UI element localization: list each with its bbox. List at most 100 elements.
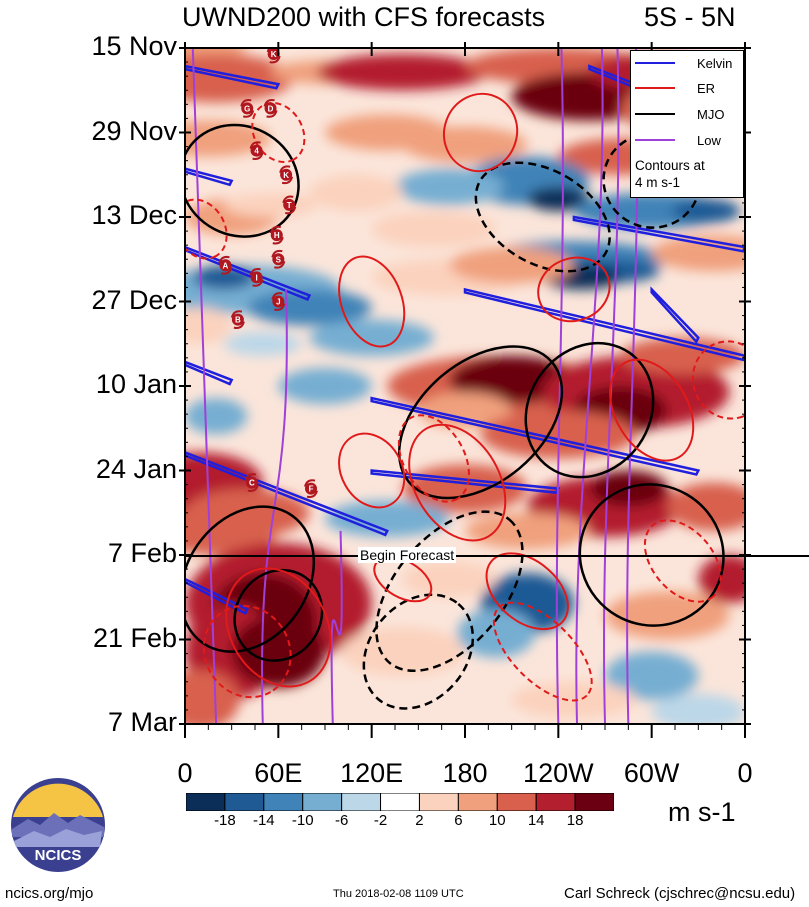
anomaly-blob [278, 367, 372, 405]
storm-swirl [249, 267, 264, 287]
er-contour [408, 423, 507, 542]
mjo-contour [362, 593, 475, 710]
storm-marker: H [269, 225, 284, 245]
storm-icon [280, 168, 293, 181]
anomaly-blob [527, 186, 590, 211]
storm-icon [231, 313, 244, 326]
storm-icon [241, 102, 254, 115]
legend-low: Low [635, 132, 721, 148]
storm-marker: 4 [249, 141, 264, 160]
colorbar-bin [224, 793, 265, 811]
low-contour [575, 48, 604, 724]
anomaly-blob [605, 591, 730, 640]
mjo-contour [602, 132, 702, 229]
storm-swirl [282, 195, 297, 215]
anomaly-blob [402, 126, 528, 163]
logo-text: NCICS [35, 847, 82, 864]
er-contour [443, 92, 519, 173]
er-contour [373, 556, 433, 603]
colorbar-bin [380, 793, 420, 811]
anomaly-blob [402, 561, 497, 598]
y-tick-label: 15 Nov [91, 31, 177, 61]
colorbar [186, 793, 614, 811]
storm-label: 4 [254, 147, 259, 156]
storm-label: H [274, 231, 280, 240]
storm-icon [245, 476, 258, 489]
region-label: 5S - 5N [644, 2, 736, 32]
storm-swirl [271, 249, 286, 269]
kelvin-contour [185, 451, 389, 537]
er-contour [485, 552, 569, 631]
kelvin-contour [185, 64, 281, 90]
anomaly-blob [325, 500, 450, 537]
x-tick-label: 60E [254, 758, 303, 788]
x-tick-label: 120W [523, 758, 594, 788]
er-contour [338, 432, 406, 509]
storm-marker: K [266, 48, 281, 64]
storm-marker: K [279, 165, 294, 185]
storm-icon [264, 102, 277, 115]
anomaly-blob [651, 693, 745, 724]
storm-label: A [223, 261, 229, 270]
legend-low-label: Low [697, 132, 721, 148]
storm-marker: J [271, 292, 286, 311]
colorbar-label: 2 [415, 812, 424, 829]
mjo-contour [185, 505, 316, 653]
anomaly-blob [449, 247, 574, 284]
kelvin-contour [463, 287, 745, 362]
storm-swirl [263, 98, 278, 118]
colorbar-bin [574, 793, 614, 811]
colorbar-bin [263, 793, 304, 811]
er-contour [643, 519, 722, 603]
storm-swirl [271, 292, 286, 311]
colorbar-bin [496, 793, 537, 811]
anomaly-blob [185, 307, 232, 344]
anomaly-blob [671, 198, 741, 224]
colorbar-label: 18 [566, 812, 584, 829]
storm-swirl [230, 310, 245, 329]
anomaly-blob [185, 669, 240, 724]
storm-swirl [269, 225, 284, 245]
er-contour [691, 340, 745, 420]
storm-swirl [240, 98, 255, 118]
er-contour [492, 601, 593, 702]
storm-label: G [244, 104, 250, 113]
storm-label: D [268, 104, 274, 113]
colorbar-bin [535, 793, 576, 811]
kelvin-contour [185, 245, 312, 302]
x-tick-label: 180 [442, 758, 488, 788]
kelvin-contour [185, 360, 234, 386]
storm-swirl [304, 479, 318, 498]
storm-marker: D [263, 98, 278, 118]
legend-kelvin: Kelvin [635, 55, 732, 71]
anomaly-blob [371, 210, 497, 248]
storm-marker: C [244, 473, 259, 492]
y-tick-label: 7 Mar [107, 707, 177, 737]
colorbar-label: -10 [291, 812, 314, 829]
anomaly-blob [340, 627, 465, 676]
kelvin-contour [572, 215, 745, 253]
y-tick-label: 24 Jan [95, 453, 177, 484]
x-tick-label: 0 [177, 758, 193, 788]
anomaly-blob [185, 120, 271, 157]
anomaly-blob [309, 174, 403, 211]
legend-kelvin-label: Kelvin [697, 55, 733, 71]
anomaly-blob [223, 331, 302, 356]
er-contour [185, 198, 228, 260]
storm-icon [267, 48, 280, 61]
colorbar-label: -14 [252, 812, 275, 829]
y-tick-label: 27 Dec [91, 284, 177, 315]
mjo-contour [524, 341, 655, 479]
storm-icon [250, 271, 263, 284]
colorbar-label: -2 [373, 812, 388, 829]
legend-er: ER [635, 80, 715, 96]
colorbar-label: 6 [454, 812, 463, 829]
anomaly-blob [185, 54, 294, 103]
y-tick-label: 7 Feb [107, 538, 177, 568]
storm-marker: S [271, 249, 286, 269]
storm-label: B [235, 316, 241, 325]
storm-marker: I [249, 267, 264, 287]
site-link[interactable]: ncics.org/mjo [5, 885, 94, 902]
anomaly-blob [185, 398, 248, 435]
units-label: m s-1 [668, 797, 736, 827]
